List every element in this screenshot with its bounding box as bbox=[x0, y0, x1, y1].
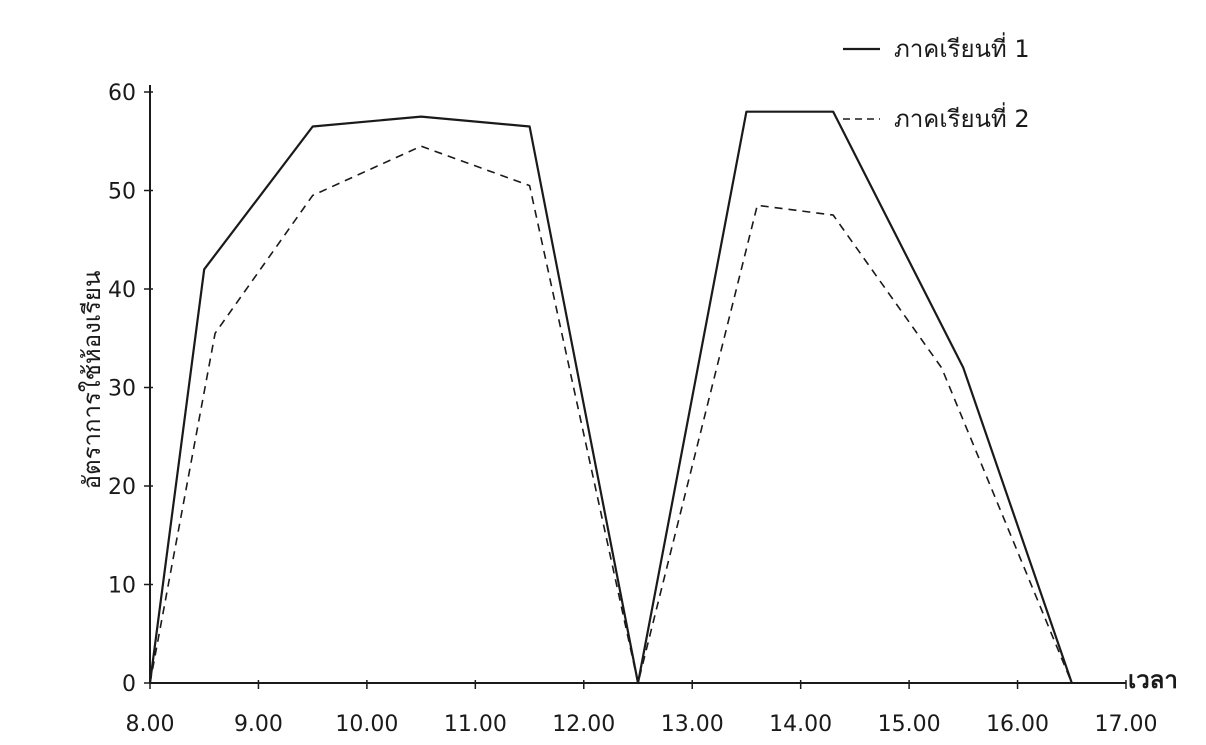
y-tick-label: 30 bbox=[108, 377, 136, 402]
y-tick-label: 10 bbox=[108, 574, 136, 599]
series-lines bbox=[148, 110, 1073, 685]
legend: ภาคเรียนที่ 1 ภาคเรียนที่ 2 bbox=[843, 32, 1030, 133]
legend-label-series-1: ภาคเรียนที่ 1 bbox=[894, 32, 1030, 63]
axes bbox=[144, 85, 1127, 689]
x-tick-label: 11.00 bbox=[444, 712, 507, 737]
x-tick-label: 16.00 bbox=[986, 712, 1049, 737]
series-line-1 bbox=[148, 110, 1073, 685]
legend-label-series-2: ภาคเรียนที่ 2 bbox=[894, 102, 1030, 133]
y-axis-title: อัตราการใช้ห้องเรียน bbox=[78, 271, 106, 490]
y-tick-label: 60 bbox=[108, 81, 136, 106]
y-tick-label: 40 bbox=[108, 278, 136, 303]
x-tick-label: 9.00 bbox=[234, 712, 283, 737]
x-tick-label: 14.00 bbox=[769, 712, 832, 737]
y-tick-label: 50 bbox=[108, 180, 136, 205]
x-tick-label: 8.00 bbox=[126, 712, 175, 737]
series-line-2 bbox=[149, 145, 1073, 684]
y-tick-label: 0 bbox=[122, 672, 136, 697]
x-tick-label: 17.00 bbox=[1095, 712, 1158, 737]
x-tick-label: 10.00 bbox=[335, 712, 398, 737]
y-tick-label: 20 bbox=[108, 475, 136, 500]
x-axis-title: เวลา bbox=[1128, 666, 1178, 694]
x-tick-label: 12.00 bbox=[552, 712, 615, 737]
x-tick-label: 15.00 bbox=[878, 712, 941, 737]
x-tick-label: 13.00 bbox=[661, 712, 724, 737]
tick-labels: 0 10 20 30 40 50 60 8.00 9.00 10.00 11.00 12.00 13.0… bbox=[108, 81, 1157, 737]
